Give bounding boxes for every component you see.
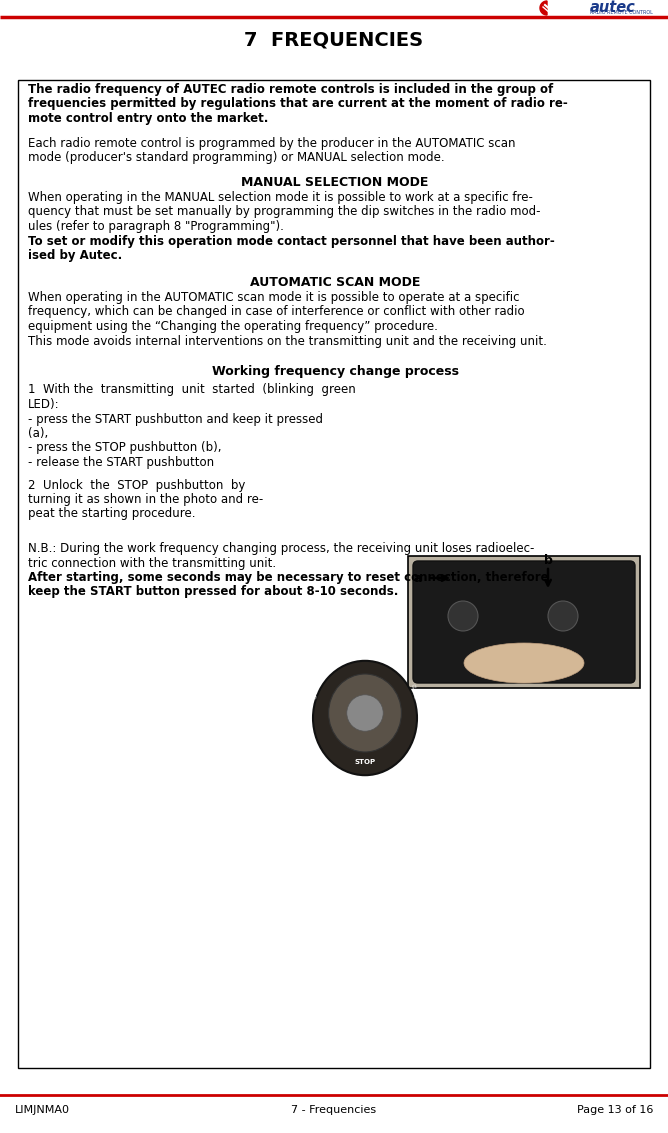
Text: peat the starting procedure.: peat the starting procedure. (28, 508, 196, 520)
Text: LIMJNMA0: LIMJNMA0 (15, 1105, 70, 1115)
Text: - release the START pushbutton: - release the START pushbutton (28, 455, 214, 469)
Circle shape (347, 695, 383, 731)
Text: autec: autec (590, 0, 636, 15)
Text: - press the START pushbutton and keep it pressed: - press the START pushbutton and keep it… (28, 412, 323, 426)
Text: RADIO REMOTE CONTROL: RADIO REMOTE CONTROL (590, 10, 653, 16)
Text: frequencies permitted by regulations that are current at the moment of radio re-: frequencies permitted by regulations tha… (28, 97, 568, 111)
Text: This mode avoids internal interventions on the transmitting unit and the receivi: This mode avoids internal interventions … (28, 334, 547, 348)
Text: When operating in the MANUAL selection mode it is possible to work at a specific: When operating in the MANUAL selection m… (28, 191, 533, 204)
Text: When operating in the AUTOMATIC scan mode it is possible to operate at a specifi: When operating in the AUTOMATIC scan mod… (28, 291, 520, 304)
FancyBboxPatch shape (18, 80, 650, 1068)
Text: AUTOMATIC SCAN MODE: AUTOMATIC SCAN MODE (250, 275, 420, 289)
Text: ules (refer to paragraph 8 "Programming").: ules (refer to paragraph 8 "Programming"… (28, 220, 284, 233)
Text: tric connection with the transmitting unit.: tric connection with the transmitting un… (28, 556, 276, 570)
FancyBboxPatch shape (408, 556, 640, 688)
Text: LED):: LED): (28, 398, 59, 411)
Polygon shape (540, 1, 547, 15)
Text: 2  Unlock  the  STOP  pushbutton  by: 2 Unlock the STOP pushbutton by (28, 478, 245, 492)
Text: Each radio remote control is programmed by the producer in the AUTOMATIC scan: Each radio remote control is programmed … (28, 136, 516, 150)
Text: N.B.: During the work frequency changing process, the receiving unit loses radio: N.B.: During the work frequency changing… (28, 542, 534, 555)
Text: turning it as shown in the photo and re-: turning it as shown in the photo and re- (28, 493, 263, 506)
Text: 7 - Frequencies: 7 - Frequencies (291, 1105, 377, 1115)
Text: 1  With the  transmitting  unit  started  (blinking  green: 1 With the transmitting unit started (bl… (28, 383, 356, 397)
Text: mote control entry onto the market.: mote control entry onto the market. (28, 112, 269, 125)
Text: MANUAL SELECTION MODE: MANUAL SELECTION MODE (241, 176, 429, 188)
FancyBboxPatch shape (413, 561, 635, 683)
Text: frequency, which can be changed in case of interference or conflict with other r: frequency, which can be changed in case … (28, 306, 524, 318)
Text: equipment using the “Changing the operating frequency” procedure.: equipment using the “Changing the operat… (28, 320, 438, 333)
Text: quency that must be set manually by programming the dip switches in the radio mo: quency that must be set manually by prog… (28, 205, 540, 219)
Circle shape (548, 600, 578, 631)
Text: CLOSE: CLOSE (410, 683, 418, 700)
Text: a: a (413, 571, 422, 585)
Circle shape (448, 600, 478, 631)
Ellipse shape (464, 644, 584, 683)
Text: 7  FREQUENCIES: 7 FREQUENCIES (244, 31, 424, 50)
Text: Page 13 of 16: Page 13 of 16 (576, 1105, 653, 1115)
Text: - press the STOP pushbutton (b),: - press the STOP pushbutton (b), (28, 442, 222, 454)
Ellipse shape (313, 661, 417, 775)
Text: ised by Autec.: ised by Autec. (28, 249, 122, 262)
Text: Working frequency change process: Working frequency change process (212, 365, 458, 378)
Text: OPEN: OPEN (313, 685, 319, 699)
Text: keep the START button pressed for about 8-10 seconds.: keep the START button pressed for about … (28, 586, 398, 598)
Text: STOP: STOP (355, 759, 375, 765)
Text: (a),: (a), (28, 427, 48, 440)
Text: After starting, some seconds may be necessary to reset connection, therefore: After starting, some seconds may be nece… (28, 571, 548, 583)
Text: b: b (544, 554, 552, 568)
Text: The radio frequency of AUTEC radio remote controls is included in the group of: The radio frequency of AUTEC radio remot… (28, 83, 553, 96)
Text: To set or modify this operation mode contact personnel that have been author-: To set or modify this operation mode con… (28, 235, 554, 247)
Ellipse shape (329, 674, 401, 752)
Text: mode (producer's standard programming) or MANUAL selection mode.: mode (producer's standard programming) o… (28, 151, 445, 164)
